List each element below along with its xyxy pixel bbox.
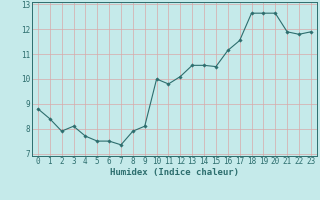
X-axis label: Humidex (Indice chaleur): Humidex (Indice chaleur): [110, 168, 239, 177]
